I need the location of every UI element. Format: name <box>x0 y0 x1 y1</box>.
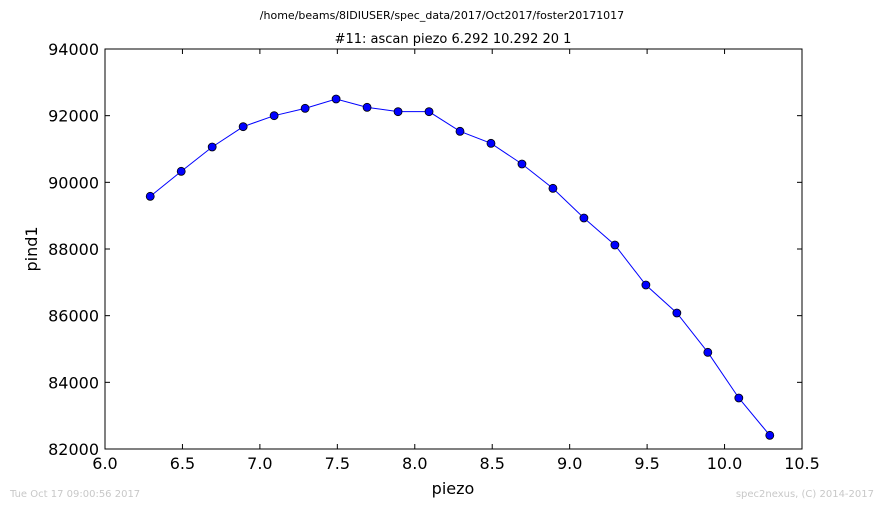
footer-timestamp: Tue Oct 17 09:00:56 2017 <box>9 489 140 500</box>
series-0 <box>145 94 775 440</box>
footer-credit: spec2nexus, (C) 2014-2017 <box>736 489 874 500</box>
y-tick-label: 90000 <box>48 173 99 192</box>
x-tick-label: 7.5 <box>325 454 350 473</box>
data-point <box>176 166 186 176</box>
data-point <box>331 94 341 104</box>
x-tick: 7.5 <box>325 49 350 473</box>
data-point <box>455 126 465 136</box>
x-tick-label: 7.0 <box>247 454 272 473</box>
data-point <box>610 240 620 250</box>
x-tick-label: 10.5 <box>784 454 820 473</box>
data-point <box>672 308 682 318</box>
x-tick-label: 9.5 <box>634 454 659 473</box>
x-tick-label: 6.0 <box>92 454 117 473</box>
y-tick-label: 94000 <box>48 40 99 59</box>
data-point <box>362 102 372 112</box>
y-tick: 88000 <box>48 240 802 259</box>
x-tick: 7.0 <box>247 49 273 473</box>
y-axis-label: pind1 <box>22 226 41 271</box>
chart-suptitle: /home/beams/8IDIUSER/spec_data/2017/Oct2… <box>260 9 624 22</box>
x-tick-label: 8.5 <box>479 454 504 473</box>
x-tick: 10.0 <box>707 49 743 473</box>
data-point <box>207 142 217 152</box>
data-point <box>300 103 310 113</box>
y-tick-label: 88000 <box>48 240 99 259</box>
chart-title: #11: ascan piezo 6.292 10.292 20 1 <box>335 32 572 47</box>
data-point <box>548 183 558 193</box>
data-point <box>703 347 713 357</box>
data-point <box>641 280 651 290</box>
data-point <box>579 213 589 223</box>
data-point <box>145 191 155 201</box>
x-tick: 9.0 <box>557 49 582 473</box>
data-point <box>424 107 434 117</box>
y-tick: 86000 <box>48 307 802 326</box>
series-line <box>149 98 771 436</box>
x-tick: 8.0 <box>402 49 428 473</box>
x-tick: 6.5 <box>170 49 195 473</box>
y-tick-label: 82000 <box>48 440 99 459</box>
y-tick-label: 84000 <box>48 373 99 392</box>
data-point <box>486 138 496 148</box>
data-point <box>393 107 403 117</box>
x-tick-label: 10.0 <box>707 454 743 473</box>
data-point <box>238 122 248 132</box>
x-tick-label: 8.0 <box>402 454 427 473</box>
data-point <box>765 430 775 440</box>
y-tick: 92000 <box>48 107 802 126</box>
data-point <box>517 159 527 169</box>
plot-area-frame <box>104 48 803 450</box>
x-tick-label: 9.0 <box>557 454 582 473</box>
series-layer <box>145 94 775 440</box>
x-tick: 9.5 <box>634 49 660 473</box>
axis-ticks: 6.0 6.5 7.0 7.5 8.0 8.5 9.0 9.5 10.0 10.5 82000 840… <box>48 40 820 473</box>
x-axis-label: piezo <box>432 479 475 498</box>
data-point <box>734 393 744 403</box>
y-tick: 84000 <box>48 373 802 392</box>
y-tick-label: 92000 <box>48 107 99 126</box>
x-tick-label: 6.5 <box>170 454 195 473</box>
y-tick-label: 86000 <box>48 307 99 326</box>
x-tick: 8.5 <box>479 49 505 473</box>
data-point <box>269 111 279 121</box>
y-tick: 90000 <box>48 173 802 192</box>
